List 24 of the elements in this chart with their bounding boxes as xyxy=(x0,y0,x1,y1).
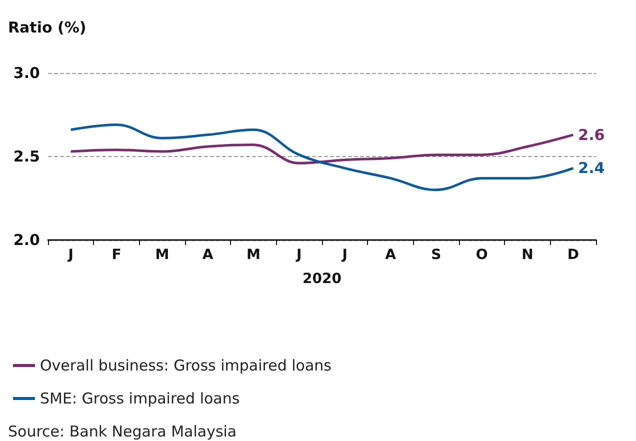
y-tick-label: 3.0 xyxy=(13,64,40,82)
x-tick-label: D xyxy=(567,247,579,263)
x-tick-label: A xyxy=(202,247,214,263)
source-note: Source: Bank Negara Malaysia xyxy=(8,422,237,440)
legend-label: SME: Gross impaired loans xyxy=(40,390,240,408)
x-tick-label: J xyxy=(341,247,348,263)
x-tick-label: N xyxy=(522,247,534,263)
y-tick-label: 2.0 xyxy=(13,231,40,249)
data-label: 2.4 xyxy=(578,159,605,178)
y-tick-label: 2.5 xyxy=(13,148,40,166)
x-tick-label: J xyxy=(296,247,302,263)
x-tick-label: M xyxy=(155,247,170,263)
x-tick-label: S xyxy=(431,247,442,263)
x-tick-label: J xyxy=(67,247,74,263)
x-tick-label: O xyxy=(476,247,488,263)
data-label: 2.6 xyxy=(578,126,605,144)
line-series xyxy=(70,124,574,192)
x-tick-label: A xyxy=(385,247,396,263)
x-axis-title: 2020 xyxy=(302,271,342,287)
x-tick-label: F xyxy=(112,247,122,263)
line-series xyxy=(70,134,574,164)
y-axis-title: Ratio (%) xyxy=(8,18,86,36)
x-tick-label: M xyxy=(246,247,260,263)
legend-label: Overall business: Gross impaired loans xyxy=(40,356,332,374)
